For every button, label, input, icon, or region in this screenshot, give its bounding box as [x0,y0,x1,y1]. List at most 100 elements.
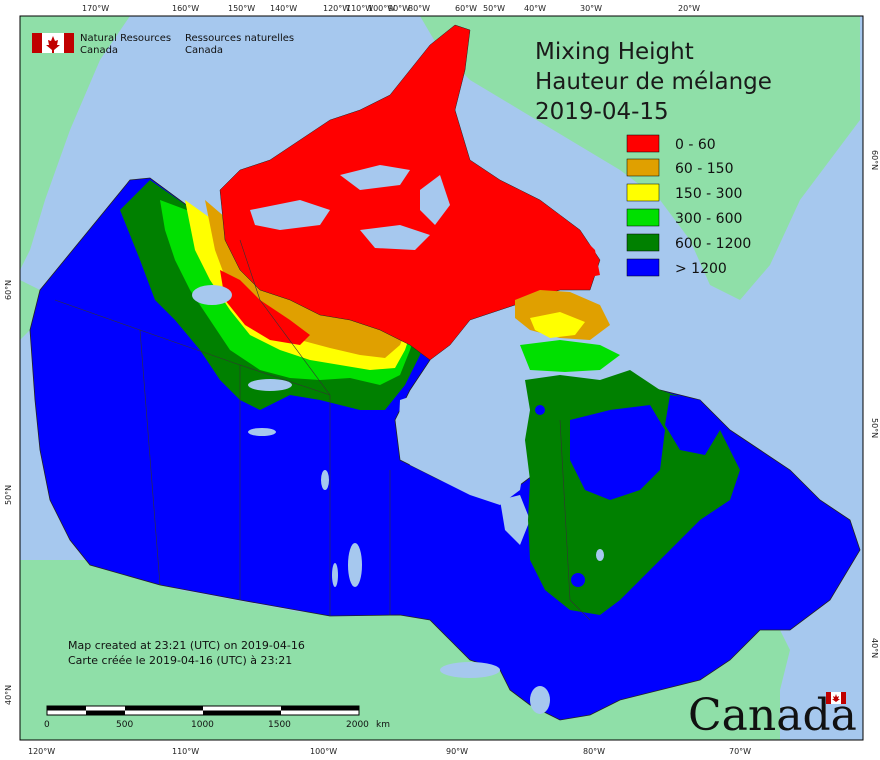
tick-label: 60°N [870,150,879,170]
agency-name-fr-1: Ressources naturelles [185,33,294,44]
title-date: 2019-04-15 [535,99,669,125]
legend-swatch [626,233,660,252]
flag-bar-right [64,33,74,53]
tick-label: 40°N [870,638,879,658]
agency-name-en-2: Canada [80,45,118,56]
zone-0-60-north-coast [220,270,310,345]
graticule-top: 170°W 160°W 150°W 140°W 120°W 110°W 100°… [82,4,700,13]
tick-label: 150°W [228,4,255,13]
scale-bar: 0 500 1000 1500 2000 km [44,705,390,730]
great-slave-lake [248,379,292,391]
legend-swatch [626,158,660,177]
tick-label: 120°W [28,747,55,756]
title-line-1: Mixing Height [535,39,694,65]
wordmark-maple-leaf-icon [832,694,840,702]
maple-leaf-icon [46,36,60,53]
legend-label: 600 - 1200 [675,236,751,252]
title-line-2: Hauteur de mélange [535,69,772,95]
reindeer-lake [321,470,329,490]
agency-name-en-1: Natural Resources [80,33,171,44]
graticule-bottom: 120°W 110°W 100°W 90°W 80°W 70°W [28,747,751,756]
tick-label: 40°N [4,685,13,705]
tick-label: 50°N [4,485,13,505]
legend-label: 300 - 600 [675,211,742,227]
legend-swatch [626,183,660,202]
lake-winnipeg [348,543,362,587]
tick-label: 170°W [82,4,109,13]
province-boundaries [54,239,591,621]
scale-label: 2000 [346,720,369,730]
tick-label: 60°W [455,4,477,13]
mistassini-lake [596,549,604,561]
arctic-channel-1 [250,200,330,230]
tick-label: 60°N [4,280,13,300]
lake-superior [440,662,500,678]
agency-name-fr-2: Canada [185,45,223,56]
arctic-channel-4 [420,175,450,225]
tick-label: 80°W [583,747,605,756]
graticule-right: 60°N 50°N 40°N [870,150,879,658]
arctic-channel-2 [340,165,410,190]
legend-label: 0 - 60 [675,137,716,153]
legend-swatch [626,134,660,153]
hudson-bay [398,385,525,505]
zone-over-1200-pocket-2 [535,405,545,415]
government-logo: Natural Resources Canada Ressources natu… [32,33,294,56]
legend-label: 150 - 300 [675,186,742,202]
tick-label: 100°W [368,4,395,13]
tick-label: 70°W [729,747,751,756]
scale-bar-segment [125,706,203,711]
tick-label: 90°W [388,4,410,13]
tick-label: 140°W [270,4,297,13]
legend: 0 - 60 60 - 150 150 - 300 300 - 600 600 … [626,134,751,277]
tick-label: 40°W [524,4,546,13]
legend-label: 60 - 150 [675,161,734,177]
credits: Map created at 23:21 (UTC) on 2019-04-16… [68,639,305,667]
tick-label: 110°W [346,4,373,13]
scale-bar-segment [86,710,125,715]
zone-150-300-ungava [530,312,585,338]
credit-en: Map created at 23:21 (UTC) on 2019-04-16 [68,639,305,652]
map-title: Mixing Height Hauteur de mélange 2019-04… [535,39,772,125]
flag-bar-left [32,33,42,53]
scale-label: 0 [44,720,50,730]
lake-manitoba [332,563,338,587]
scale-bar-segment [203,710,281,715]
tick-label: 80°W [408,4,430,13]
legend-swatch [626,208,660,227]
map-border [19,15,864,741]
lake-huron [530,686,550,714]
scale-label: 1500 [268,720,291,730]
tick-label: 50°N [870,418,879,438]
greenland-land [420,16,860,300]
alaska-land [20,16,130,270]
scale-label: 1000 [191,720,214,730]
zone-0-60-baffin [440,175,600,280]
tick-label: 100°W [310,747,337,756]
tick-label: 160°W [172,4,199,13]
zone-over-1200-labrador [665,395,720,455]
alaska-panhandle [20,280,40,340]
zone-over-1200-pocket [571,573,585,587]
arctic-channel-3 [360,225,430,250]
scale-bar-segment [281,706,359,711]
tick-label: 30°W [580,4,602,13]
tick-label: 50°W [483,4,505,13]
scale-label: 500 [116,720,133,730]
tick-label: 120°W [323,4,350,13]
credit-fr: Carte créée le 2019-04-16 (UTC) à 23:21 [68,654,292,667]
scale-bar-segment [47,706,86,711]
wordmark-flag-right [841,692,846,704]
tick-label: 110°W [172,747,199,756]
canada-wordmark: Canada [688,690,857,741]
great-bear-lake [192,285,232,305]
tick-label: 20°W [678,4,700,13]
scale-unit: km [376,720,390,730]
zone-over-1200-quebec [570,405,665,500]
legend-label: > 1200 [675,261,727,277]
wordmark-flag-left [826,692,831,704]
zone-300-600-ungava [520,340,620,372]
lake-athabasca [248,428,276,436]
graticule-left: 60°N 50°N 40°N [4,280,13,705]
